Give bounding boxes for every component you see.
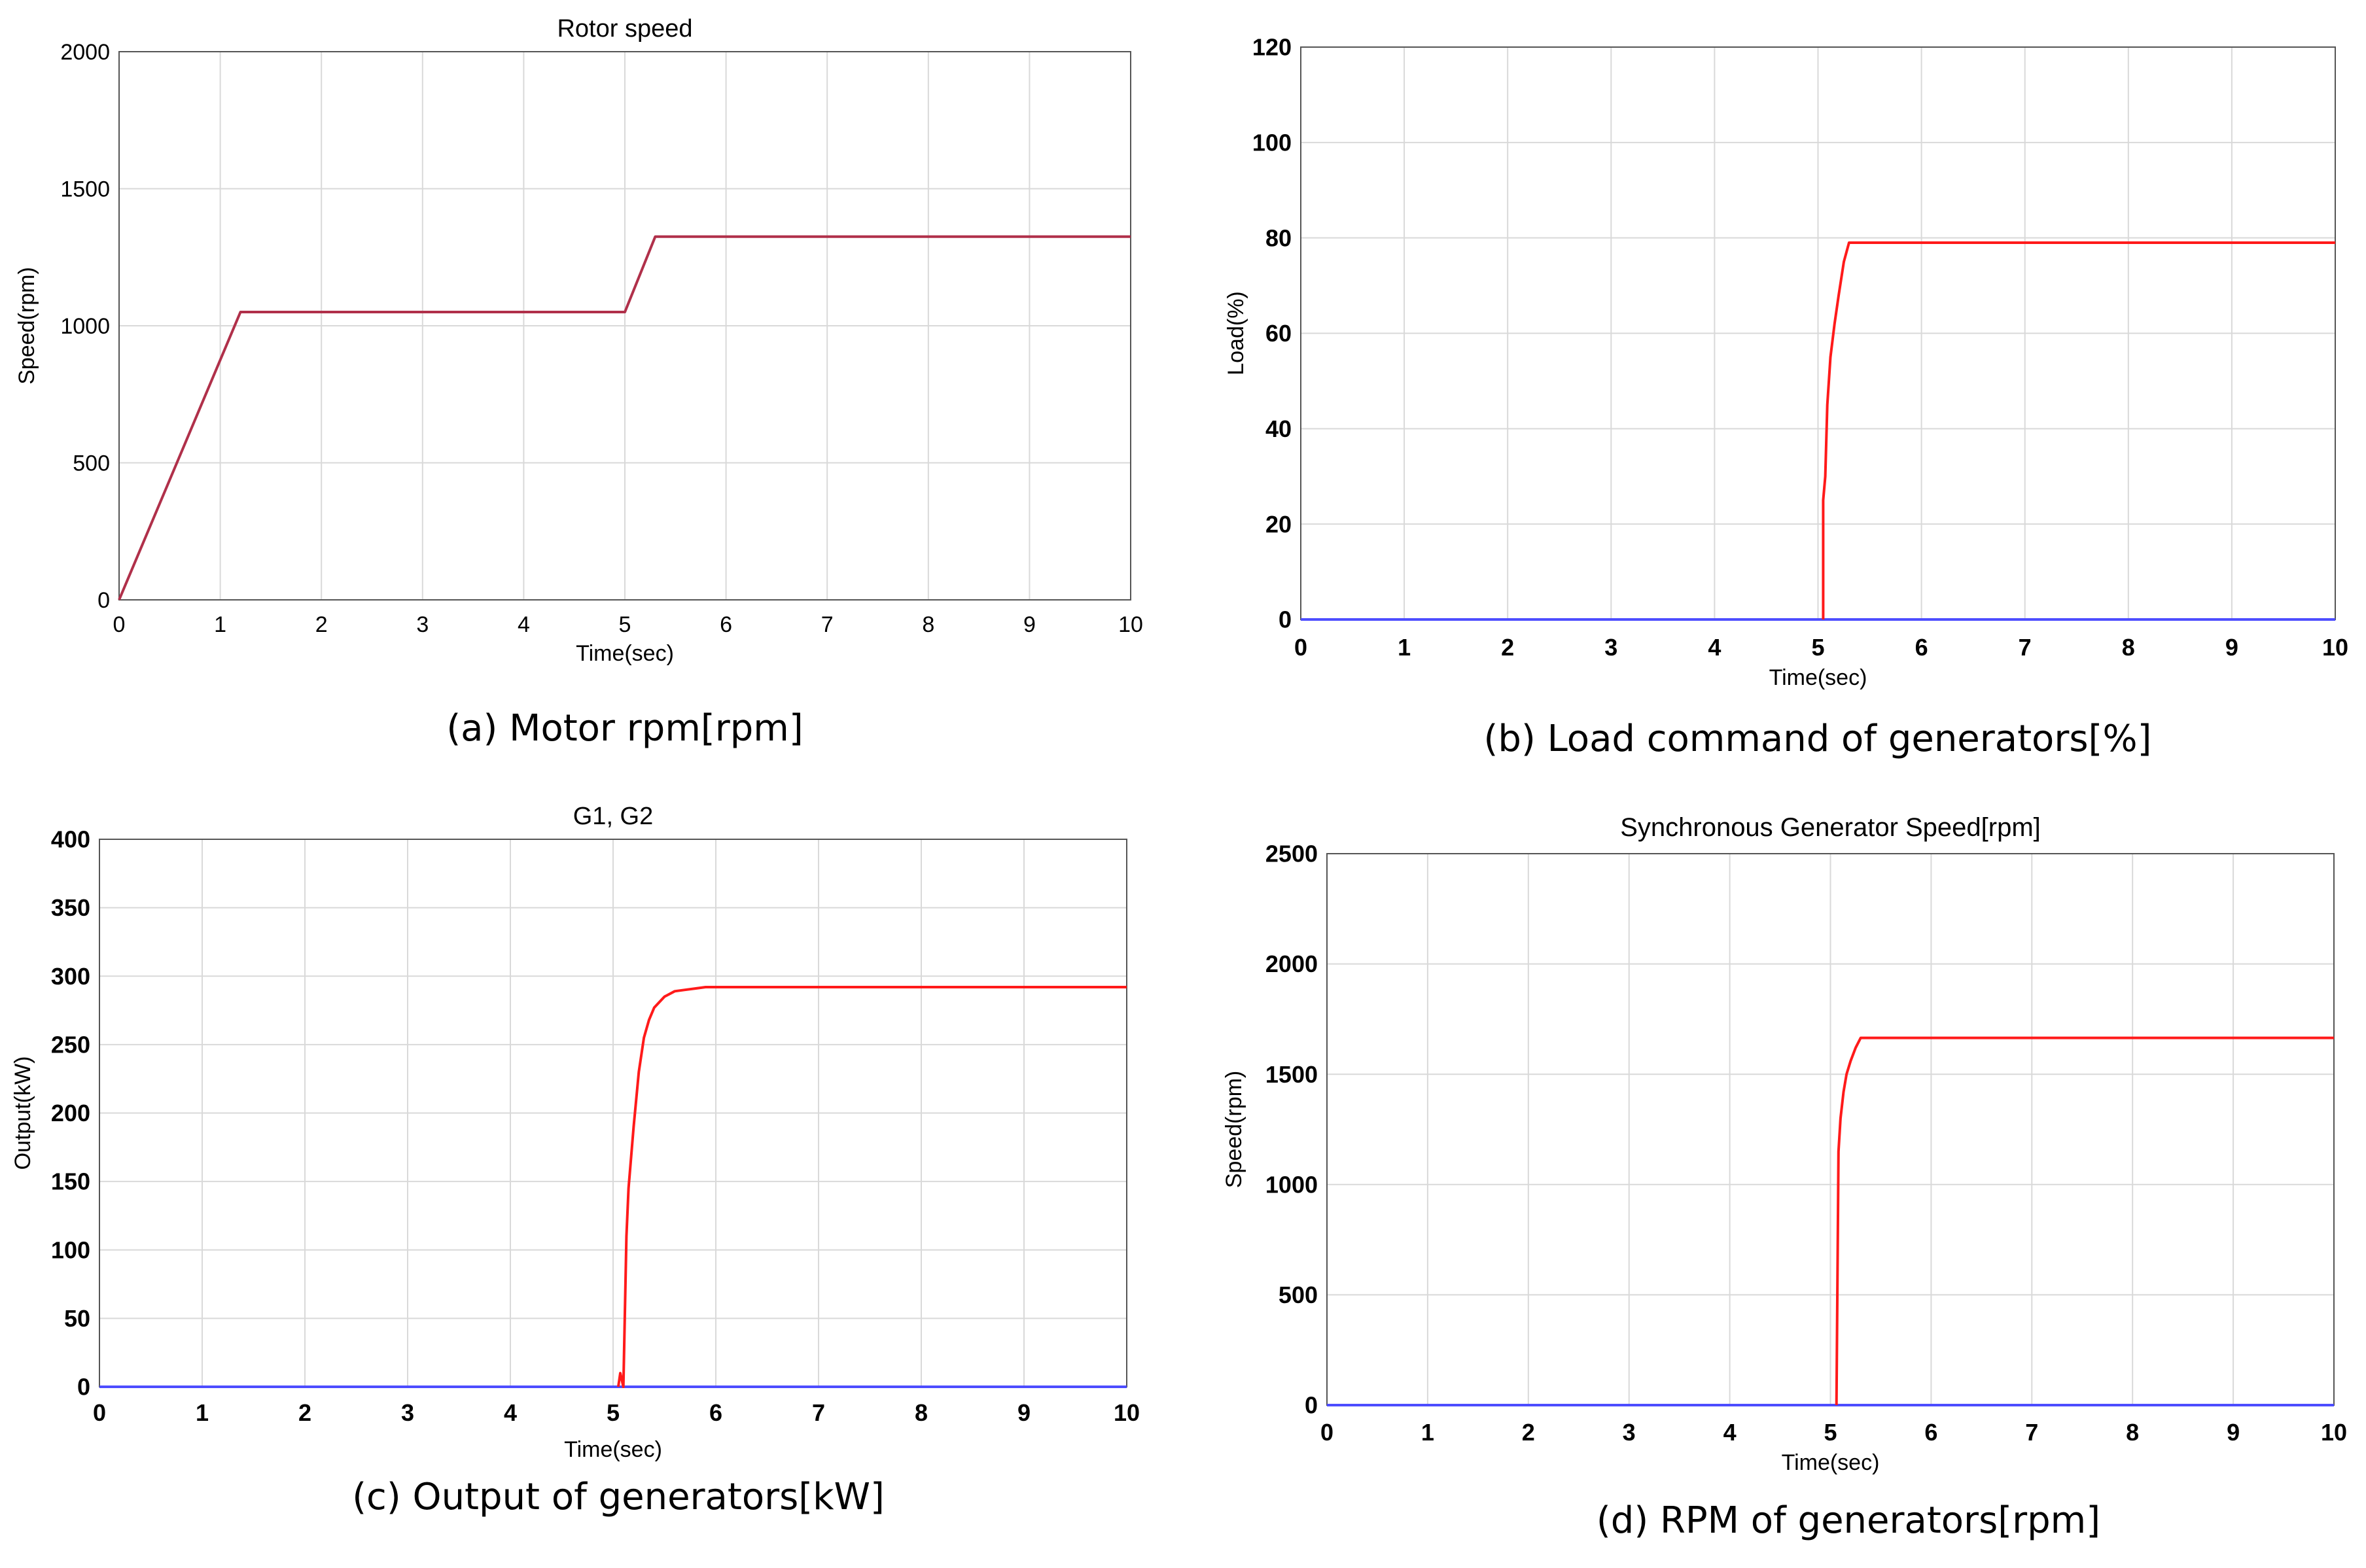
x-tick-label: 3 (1623, 1419, 1636, 1446)
x-axis-label: Time(sec) (1782, 1450, 1880, 1475)
x-tick-label: 7 (2019, 634, 2032, 661)
x-tick-label: 2 (315, 612, 328, 637)
figure-caption: (c) Output of generators[kW] (352, 1476, 885, 1518)
y-tick-label: 2500 (1265, 841, 1318, 867)
y-tick-label: 20 (1265, 511, 1292, 538)
y-tick-label: 0 (1305, 1392, 1318, 1419)
x-tick-label: 6 (720, 612, 732, 637)
chart-panel-d: 0 1 2 3 4 5 6 7 8 9 10 0 500 1000 1500 2000 2500 Synchron… (1222, 813, 2347, 1542)
x-tick-label: 3 (1604, 634, 1617, 661)
x-tick-label: 2 (1522, 1419, 1535, 1446)
x-tick-label: 10 (1114, 1399, 1140, 1426)
x-tick-label: 9 (2225, 634, 2238, 661)
x-tick-label: 6 (1924, 1419, 1937, 1446)
y-tick-label: 0 (97, 588, 110, 613)
y-tick-label: 200 (51, 1100, 90, 1126)
x-tick-label: 9 (1023, 612, 1036, 637)
x-tick-label: 10 (2322, 634, 2348, 661)
x-tick-label: 9 (2227, 1419, 2240, 1446)
x-tick-label: 0 (113, 612, 126, 637)
figure-caption: (a) Motor rpm[rpm] (446, 707, 803, 750)
chart-panel-c: 0 1 2 3 4 5 6 7 8 9 10050100150200250300350400G1, … (10, 803, 1140, 1518)
y-tick-label: 80 (1265, 224, 1292, 251)
y-tick-label: 40 (1265, 415, 1292, 442)
chart-panel-a: 0 1 2 3 4 5 6 7 8 9 10 0 500 1000 1500 2000 Rotor speed T… (14, 15, 1143, 750)
x-tick-label: 3 (416, 612, 429, 637)
x-tick-label: 5 (607, 1399, 620, 1426)
x-tick-label: 8 (915, 1399, 928, 1426)
x-tick-label: 7 (812, 1399, 825, 1426)
x-tick-label: 8 (2122, 634, 2135, 661)
y-tick-label: 250 (51, 1031, 90, 1058)
y-tick-label: 300 (51, 963, 90, 990)
x-tick-label: 4 (518, 612, 530, 637)
x-axis-label: Time(sec) (564, 1437, 662, 1462)
figure-caption: (d) RPM of generators[rpm] (1597, 1499, 2100, 1542)
chart-panel-b: 0 1 2 3 4 5 6 7 8 9 10020406080100120Time(sec)Load… (1224, 34, 2348, 760)
x-tick-label: 7 (821, 612, 834, 637)
x-tick-label: 4 (504, 1399, 517, 1426)
y-tick-label: 100 (1252, 129, 1292, 156)
x-tick-label: 6 (1915, 634, 1928, 661)
y-tick-label: 50 (64, 1305, 90, 1332)
y-axis-label: Output(kW) (10, 1056, 35, 1170)
y-tick-label: 500 (1279, 1281, 1318, 1308)
y-tick-label: 100 (51, 1236, 90, 1263)
figure-caption: (b) Load command of generators[%] (1484, 718, 2152, 760)
x-tick-label: 1 (196, 1399, 209, 1426)
x-tick-label: 10 (1118, 612, 1143, 637)
series-line-response (118, 235, 1131, 601)
x-axis-label: Time(sec) (1769, 665, 1867, 690)
x-tick-label: 7 (2025, 1419, 2038, 1446)
x-tick-label: 5 (1811, 634, 1824, 661)
x-tick-label: 9 (1017, 1399, 1031, 1426)
plot-area-frame (118, 51, 1131, 601)
y-tick-label: 350 (51, 894, 90, 921)
series-line-response (616, 986, 1127, 1388)
y-tick-label: 2000 (1265, 950, 1318, 977)
x-tick-label: 6 (709, 1399, 722, 1426)
y-tick-label: 1000 (1265, 1171, 1318, 1198)
x-tick-label: 3 (401, 1399, 414, 1426)
chart-title: G1, G2 (573, 803, 654, 830)
y-tick-label: 120 (1252, 34, 1292, 61)
y-axis-label: Speed(rpm) (1222, 1071, 1246, 1189)
x-tick-label: 2 (1501, 634, 1514, 661)
x-tick-label: 5 (619, 612, 631, 637)
x-tick-label: 2 (298, 1399, 311, 1426)
x-tick-label: 5 (1824, 1419, 1837, 1446)
x-tick-label: 8 (922, 612, 934, 637)
series-line-response (1822, 241, 2335, 619)
x-tick-label: 0 (1320, 1419, 1333, 1446)
x-tick-label: 1 (1398, 634, 1411, 661)
x-tick-label: 0 (1294, 634, 1307, 661)
y-tick-label: 1000 (60, 314, 110, 339)
chart-title: Synchronous Generator Speed[rpm] (1620, 813, 2041, 842)
x-tick-label: 4 (1723, 1419, 1737, 1446)
y-tick-label: 1500 (60, 177, 110, 201)
x-tick-label: 10 (2321, 1419, 2347, 1446)
x-tick-label: 1 (1421, 1419, 1434, 1446)
chart-title: Rotor speed (557, 15, 692, 43)
y-tick-label: 0 (1279, 606, 1292, 633)
y-axis-label: Load(%) (1224, 291, 1248, 375)
x-tick-label: 1 (214, 612, 226, 637)
series-line-response (1835, 1036, 2334, 1406)
y-tick-label: 500 (73, 451, 110, 476)
y-tick-label: 60 (1265, 320, 1292, 347)
y-axis-label: Speed(rpm) (14, 267, 39, 385)
x-tick-label: 8 (2126, 1419, 2139, 1446)
y-tick-label: 0 (77, 1374, 90, 1401)
y-tick-label: 400 (51, 826, 90, 853)
x-tick-label: 0 (93, 1399, 106, 1426)
y-tick-label: 150 (51, 1168, 90, 1195)
x-axis-label: Time(sec) (576, 641, 674, 666)
y-tick-label: 2000 (60, 40, 110, 65)
x-tick-label: 4 (1708, 634, 1721, 661)
y-tick-label: 1500 (1265, 1061, 1318, 1088)
